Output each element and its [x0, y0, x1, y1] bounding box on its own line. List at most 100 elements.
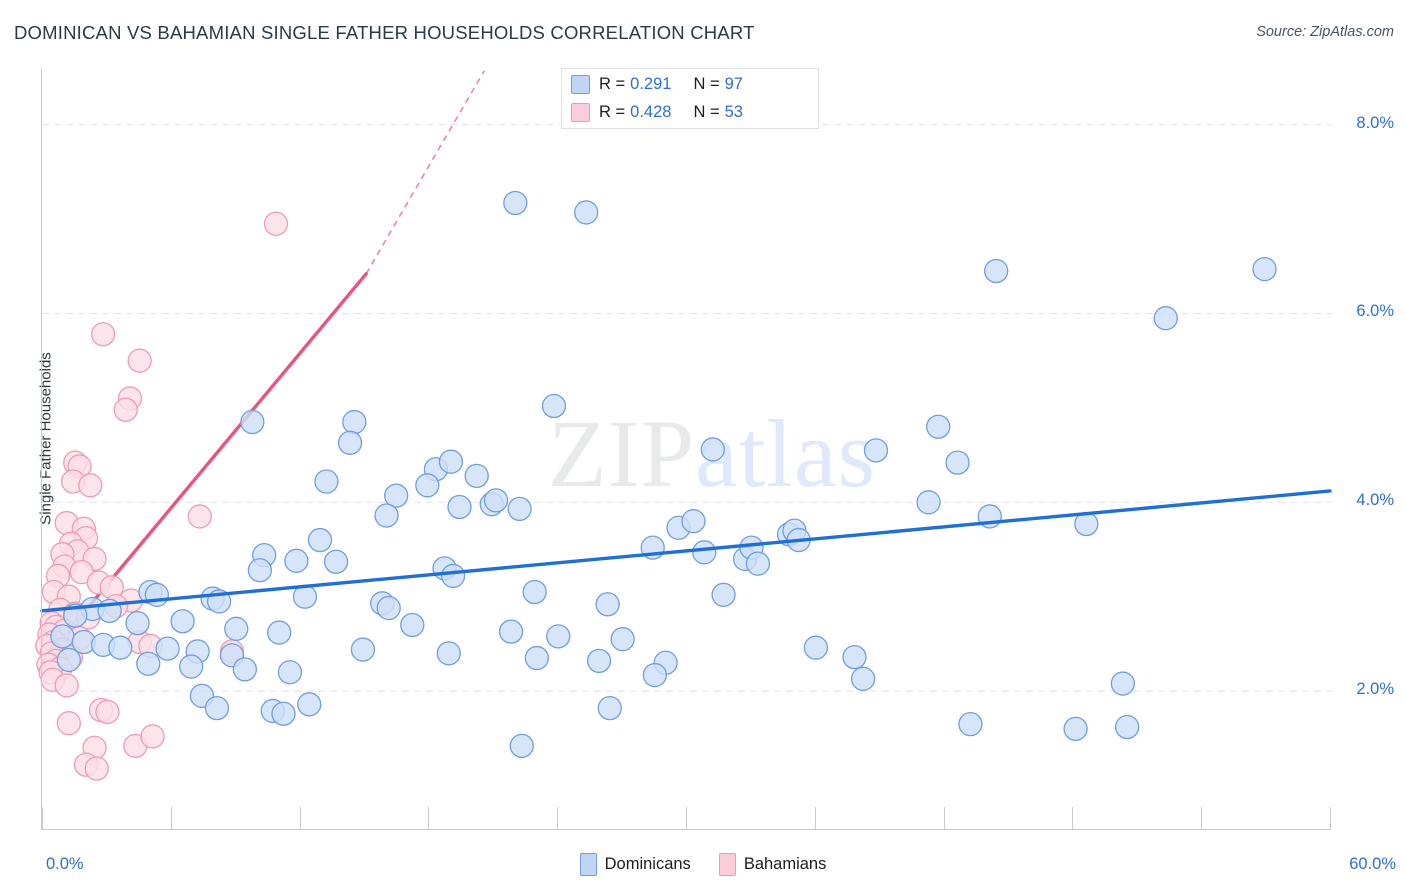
y-axis-line: [41, 68, 42, 830]
data-point: [224, 616, 249, 641]
y-tick-label-4-0: 4.0%: [1356, 491, 1394, 510]
data-point: [503, 190, 528, 216]
data-point: [745, 551, 771, 576]
data-point: [803, 635, 829, 660]
data-point: [240, 409, 265, 435]
data-point: [447, 494, 472, 520]
x-tick-8: [1072, 807, 1074, 829]
x-axis-label-min: 0.0%: [46, 855, 84, 873]
data-point: [464, 463, 489, 489]
x-tick-3: [428, 807, 430, 829]
data-point: [436, 641, 461, 666]
data-point: [541, 393, 567, 419]
data-point: [263, 211, 289, 236]
plot-area: [35, 68, 1332, 828]
legend-marker-bahamians-icon: [718, 853, 736, 876]
legend-swatch-bahamians-icon: [571, 103, 590, 122]
data-point: [108, 635, 133, 660]
data-point: [863, 438, 889, 463]
data-point: [374, 503, 399, 528]
y-tick-label-6-0: 6.0%: [1356, 302, 1394, 321]
data-point: [984, 258, 1009, 284]
x-tick-1: [170, 807, 172, 829]
stats-row-dominicans: R = 0.291 N = 97: [571, 71, 818, 99]
data-point: [400, 612, 425, 638]
data-point: [271, 701, 296, 726]
legend-item-dominicans[interactable]: Dominicans: [579, 853, 691, 876]
data-point: [440, 563, 466, 589]
data-point: [56, 647, 81, 673]
data-point: [144, 582, 169, 607]
stats-n-label-dominicans: N =: [693, 75, 720, 93]
data-point: [498, 619, 524, 644]
scatter-canvas: [35, 70, 1332, 781]
data-point: [384, 483, 409, 508]
y-tick-label-2-0: 2.0%: [1356, 680, 1394, 699]
data-point: [958, 712, 983, 737]
data-point: [1114, 714, 1140, 740]
data-point: [842, 644, 867, 670]
data-point: [926, 414, 951, 439]
data-point: [297, 692, 322, 717]
legend-swatch-dominicans-icon: [571, 75, 590, 94]
data-point: [586, 648, 612, 674]
data-point: [524, 645, 549, 671]
legend-label-dominicans: Dominicans: [604, 855, 691, 873]
y-tick-label-8-0: 8.0%: [1356, 113, 1394, 132]
page-title: DOMINICAN VS BAHAMIAN SINGLE FATHER HOUS…: [14, 22, 755, 43]
data-point: [170, 609, 195, 634]
stats-n-label-bahamians: N =: [693, 103, 720, 121]
data-point: [700, 437, 725, 462]
data-point: [376, 595, 401, 621]
stats-r-label-dominicans: R =: [599, 75, 626, 93]
data-point: [232, 657, 258, 682]
x-tick-9: [1201, 807, 1203, 829]
stats-r-label-bahamians: R =: [599, 103, 626, 121]
data-point: [204, 695, 230, 721]
points-dominicans: [50, 190, 1277, 759]
data-point: [610, 627, 635, 652]
data-point: [1153, 306, 1178, 331]
data-point: [140, 724, 165, 749]
data-point: [247, 558, 273, 583]
data-point: [438, 449, 464, 474]
trendline-dominicans: [40, 489, 1332, 613]
data-point: [127, 348, 152, 373]
x-tick-0: [42, 807, 43, 829]
data-point: [850, 666, 876, 691]
data-point: [267, 620, 292, 645]
data-point: [1252, 256, 1277, 282]
data-point: [323, 549, 349, 574]
data-point: [711, 582, 736, 607]
data-point: [284, 548, 309, 573]
data-point: [179, 654, 204, 679]
data-point: [597, 695, 622, 721]
data-point: [483, 488, 509, 513]
data-point: [350, 637, 376, 662]
data-point: [692, 540, 717, 565]
legend-item-bahamians[interactable]: Bahamians: [718, 853, 826, 876]
stats-n-value-bahamians: 53: [724, 103, 743, 121]
x-tick-7: [943, 807, 945, 829]
data-point: [507, 496, 532, 522]
stats-r-value-dominicans: 0.291: [630, 75, 672, 93]
data-point: [681, 509, 706, 534]
data-point: [342, 409, 367, 435]
source-attribution: Source: ZipAtlas.com: [1256, 24, 1394, 40]
x-axis-line: [41, 829, 1331, 830]
data-point: [136, 651, 161, 676]
data-point: [509, 733, 534, 759]
data-point: [155, 636, 180, 661]
x-axis-label-max: 60.0%: [1349, 855, 1396, 873]
data-point: [916, 490, 941, 515]
stats-r-value-bahamians: 0.428: [630, 103, 672, 121]
data-point: [1063, 716, 1088, 742]
data-point: [125, 610, 150, 636]
data-point: [50, 624, 75, 649]
x-tick-10: [1330, 807, 1331, 829]
data-point: [546, 624, 571, 649]
data-point: [945, 450, 970, 475]
x-tick-6: [814, 807, 816, 829]
data-point: [307, 527, 333, 553]
